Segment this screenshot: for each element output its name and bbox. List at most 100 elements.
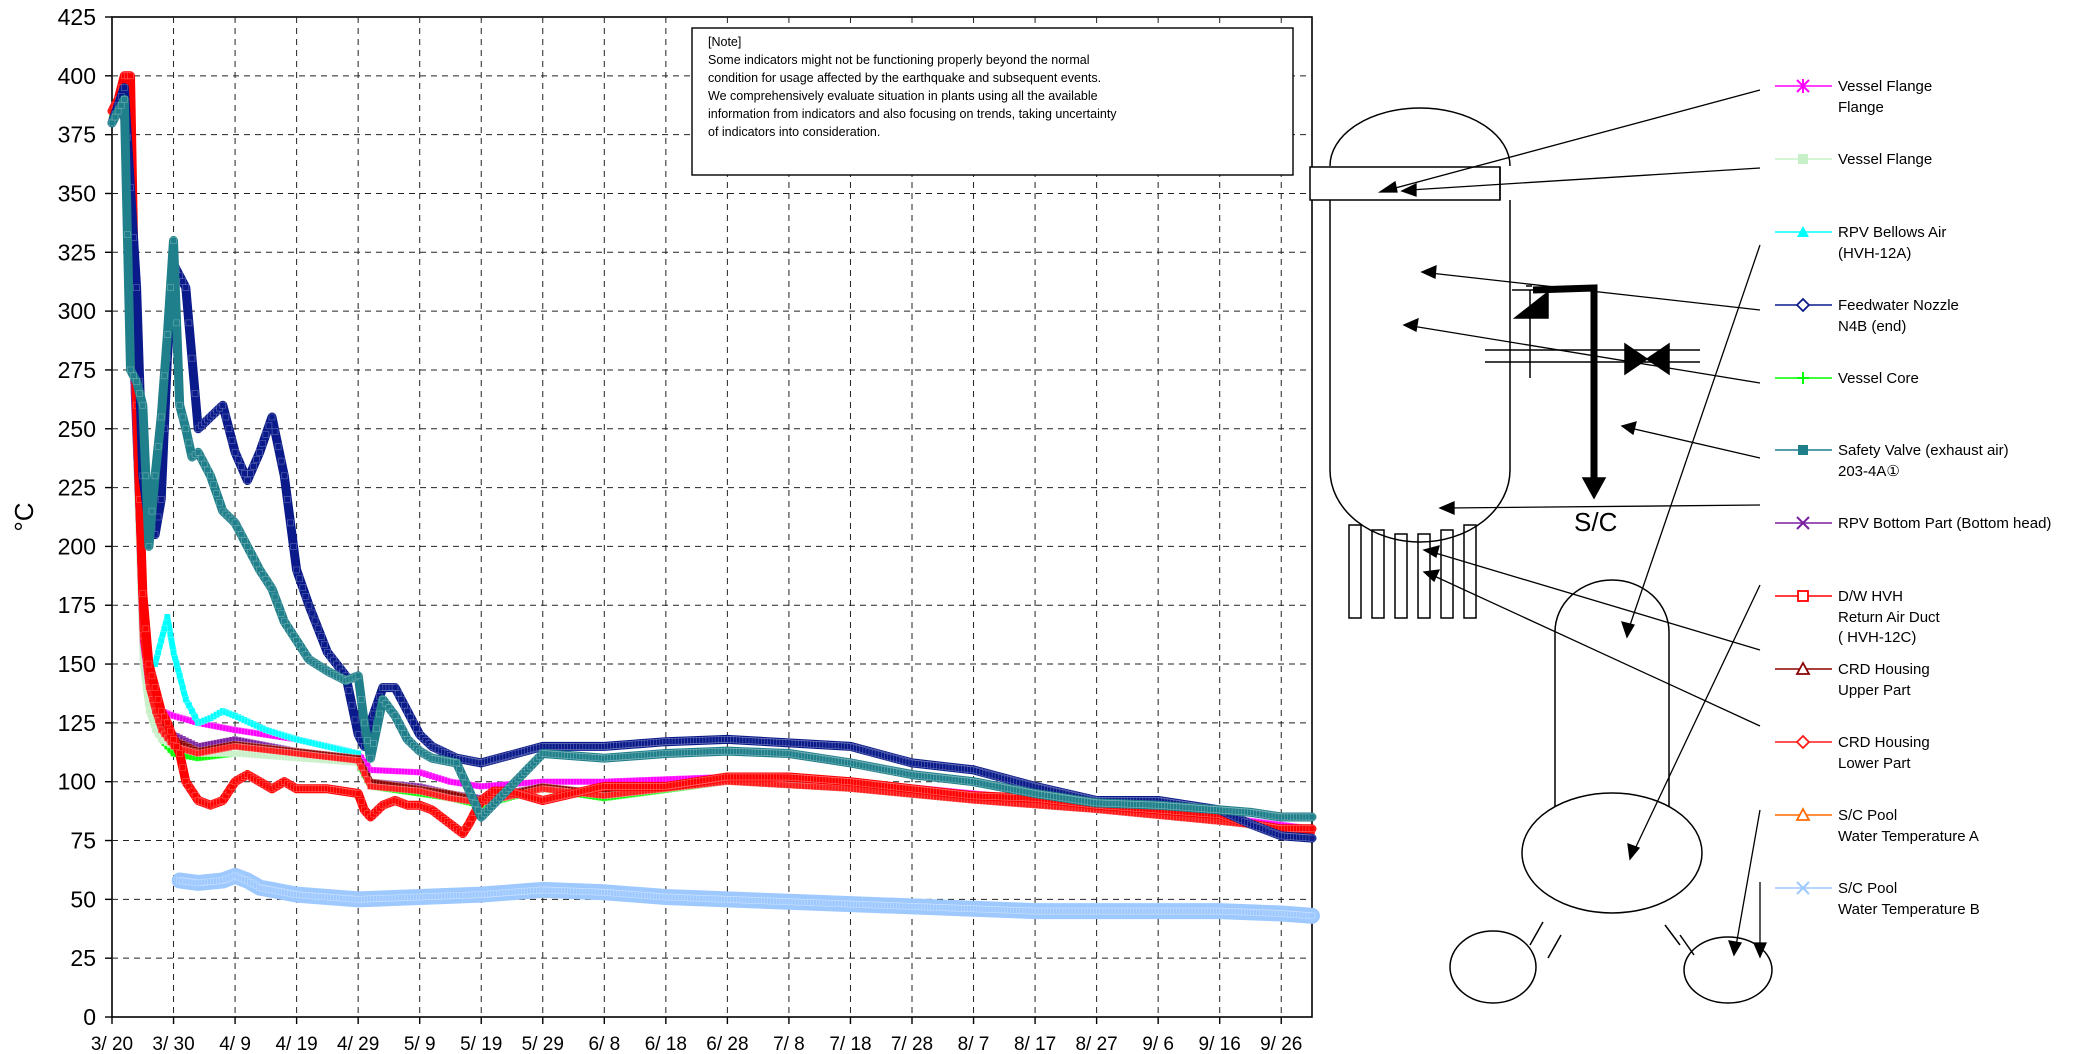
note-heading: [Note] — [708, 35, 741, 49]
series-point — [182, 696, 190, 703]
x-tick-label: 6/ 8 — [588, 1034, 620, 1054]
series-point — [391, 684, 399, 691]
series-point — [244, 543, 251, 550]
series-point — [253, 456, 260, 463]
series-point — [277, 610, 285, 617]
series-point — [357, 763, 365, 771]
x-tick-label: 7/ 8 — [773, 1034, 805, 1054]
series-point — [293, 566, 300, 574]
series-point — [287, 519, 294, 527]
y-tick-label: 75 — [70, 828, 96, 854]
legend-sublabel: Return Air Duct — [1838, 609, 1941, 626]
plot-area — [111, 16, 1313, 1018]
y-tick-label: 100 — [58, 769, 96, 795]
series-point — [173, 319, 180, 327]
series-point — [191, 390, 199, 397]
x-tick-label: 9/ 26 — [1260, 1034, 1302, 1054]
x-tick-label: 8/ 17 — [1014, 1034, 1056, 1054]
series-point — [145, 660, 153, 668]
series-point — [176, 672, 183, 680]
series-point — [161, 713, 168, 721]
legend-sublabel-2: ( HVH-12C) — [1838, 629, 1916, 646]
series-point — [142, 625, 150, 633]
series-point — [188, 707, 196, 715]
series-point — [157, 726, 165, 734]
x-tick-label: 7/ 18 — [829, 1034, 871, 1054]
series-point — [142, 472, 150, 480]
series-point — [413, 725, 420, 733]
series-point — [157, 637, 165, 644]
series-point — [321, 641, 328, 648]
series-point — [179, 278, 187, 286]
y-tick-label: 175 — [58, 592, 96, 618]
series-point — [361, 770, 368, 777]
series-point — [290, 543, 297, 550]
series-point — [167, 284, 174, 291]
series-point — [274, 601, 282, 609]
series-point — [247, 470, 254, 477]
note-box: [Note] Some indicators might not be func… — [691, 27, 1294, 176]
series-point — [133, 284, 140, 291]
legend-sublabel: Flange — [1838, 99, 1884, 116]
series-point — [256, 448, 263, 456]
y-axis-ticks: 0 25 50 75 100 125 150 175 200 225 250 275 300 325 350… — [58, 4, 112, 1030]
series-point — [354, 790, 362, 797]
series-point — [465, 786, 473, 794]
series-point — [154, 443, 162, 450]
series-point — [213, 490, 220, 497]
series-point — [228, 437, 236, 444]
series-point — [397, 724, 405, 731]
x-tick-label: 6/ 28 — [706, 1034, 748, 1054]
x-axis-ticks: 3/ 20 3/ 30 4/ 9 4/ 19 4/ 29 5/ 9 5/ 19 5/ 29 6/… — [91, 1017, 1302, 1054]
series-point — [237, 463, 245, 470]
x-tick-label: 5/ 29 — [522, 1034, 564, 1054]
series-point — [376, 710, 383, 718]
y-axis-label: °C — [9, 502, 39, 531]
y-tick-label: 275 — [58, 357, 96, 383]
x-tick-label: 9/ 6 — [1142, 1034, 1174, 1054]
series-point — [370, 740, 377, 747]
series-point — [201, 460, 208, 468]
note-line-2: condition for usage affected by the eart… — [708, 71, 1101, 85]
x-tick-label: 4/ 9 — [219, 1034, 251, 1054]
series-point — [401, 730, 408, 737]
legend-label: CRD Housing — [1838, 661, 1930, 678]
x-tick-label: 8/ 7 — [958, 1034, 990, 1054]
series-point — [345, 687, 353, 694]
x-tick-label: 4/ 29 — [337, 1034, 379, 1054]
note-line-3: We comprehensively evaluate situation in… — [708, 89, 1098, 103]
suppression-pool — [1521, 792, 1703, 914]
series-point — [241, 470, 248, 477]
series-point — [354, 731, 362, 738]
series-point — [268, 585, 276, 593]
series-point — [182, 425, 190, 433]
series-point — [234, 525, 242, 533]
x-tick-label: 6/ 18 — [645, 1034, 687, 1054]
legend-sublabel: Water Temperature A — [1838, 828, 1979, 845]
series-point — [465, 820, 473, 828]
series-point — [139, 590, 147, 597]
legend-label: CRD Housing — [1838, 734, 1930, 751]
series-point — [237, 531, 245, 538]
series-point — [151, 472, 159, 480]
series-point — [367, 754, 374, 762]
series-point — [139, 401, 147, 409]
series-point — [216, 498, 223, 506]
series-point — [114, 107, 122, 115]
series-point — [271, 428, 279, 436]
series-point — [244, 477, 251, 484]
series-point — [364, 776, 371, 784]
legend-marker — [1798, 154, 1808, 164]
series-point — [176, 750, 183, 757]
series-point — [179, 684, 187, 691]
series-point — [182, 284, 190, 291]
series-point — [148, 672, 156, 680]
series-point — [391, 712, 399, 720]
legend-sublabel: Upper Part — [1838, 682, 1911, 699]
series-point — [167, 631, 174, 638]
series-point — [179, 413, 187, 421]
legend-label: Vessel Flange — [1838, 151, 1932, 168]
legend-label: S/C Pool — [1838, 880, 1897, 897]
y-tick-label: 375 — [58, 122, 96, 148]
y-tick-label: 250 — [58, 416, 96, 442]
